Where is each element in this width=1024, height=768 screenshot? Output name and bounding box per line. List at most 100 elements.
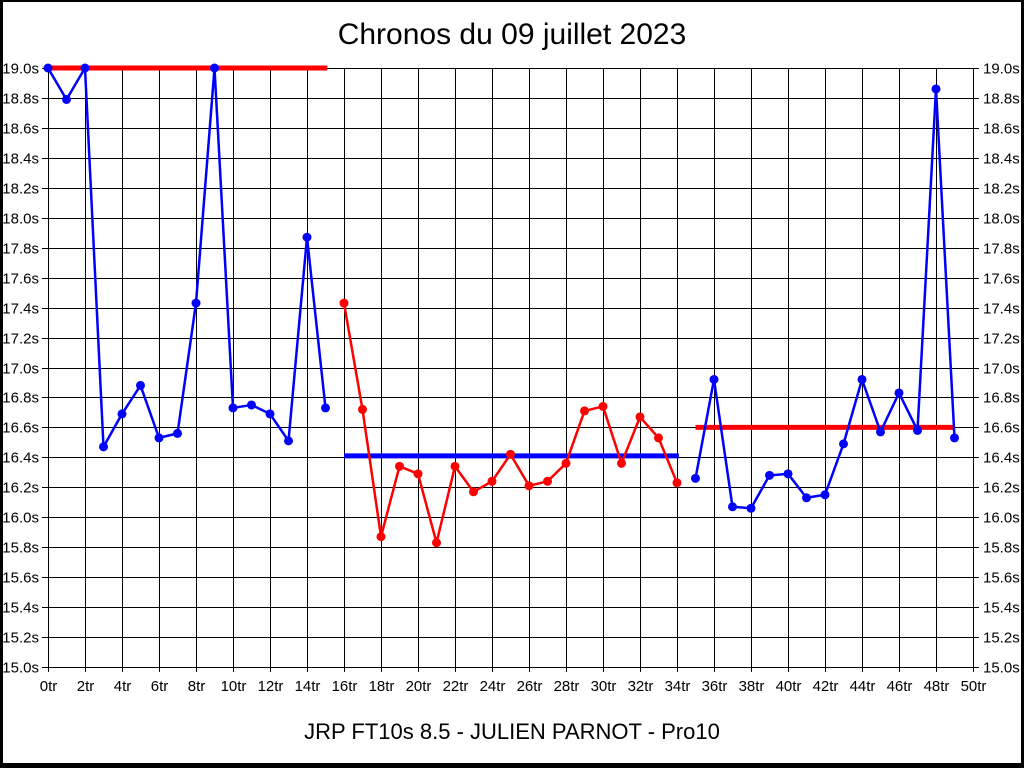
run-1-blue-data-point xyxy=(302,232,312,242)
run-2-red-data-point xyxy=(580,406,589,416)
plot-frame xyxy=(48,68,974,668)
y-tick-label-right: 18.8s xyxy=(983,91,1020,108)
run-2-red-data-point xyxy=(617,458,626,468)
run-3-blue-data-point xyxy=(691,473,700,483)
x-tick-label: 6tr xyxy=(151,678,169,695)
run-2-red-data-point xyxy=(672,478,682,488)
x-tick-label: 10tr xyxy=(221,678,247,695)
run-2-red-data-point xyxy=(339,298,349,308)
x-tick-label: 48tr xyxy=(924,678,950,695)
run-3-blue-data-point xyxy=(709,374,719,384)
x-tick-label: 20tr xyxy=(406,678,432,695)
y-tick-label-right: 15.2s xyxy=(983,630,1020,647)
x-tick-label: 18tr xyxy=(369,678,395,695)
y-tick-label-left: 18.8s xyxy=(2,91,39,108)
y-tick-label-right: 17.0s xyxy=(983,361,1020,378)
x-tick-label: 12tr xyxy=(258,678,284,695)
run-2-red-data-point xyxy=(524,481,534,491)
run-2-red-data-point xyxy=(413,469,423,479)
y-tick-label-right: 16.4s xyxy=(983,450,1020,467)
y-tick-label-left: 17.0s xyxy=(2,361,39,378)
run-3-blue-data-point xyxy=(894,388,904,398)
run-1-blue-data-point xyxy=(265,409,275,419)
run-1-blue-data-point xyxy=(284,436,293,446)
y-tick-label-right: 16.6s xyxy=(983,420,1020,437)
run-1-blue-data-point xyxy=(191,298,201,308)
x-tick-label: 44tr xyxy=(850,678,876,695)
run-3-blue-data-point xyxy=(783,469,793,479)
run-1-blue-data-point xyxy=(154,433,164,443)
run-1-blue-data-point xyxy=(136,380,145,390)
y-tick-label-right: 17.8s xyxy=(983,241,1020,258)
y-tick-label-right: 16.0s xyxy=(983,510,1020,527)
y-tick-label-right: 15.0s xyxy=(983,660,1020,677)
x-tick-label: 0tr xyxy=(40,678,58,695)
y-tick-label-left: 18.4s xyxy=(2,151,39,168)
y-tick-label-left: 16.0s xyxy=(2,510,39,527)
y-tick-label-right: 18.2s xyxy=(983,181,1020,198)
run-3-blue-data-point xyxy=(802,493,811,503)
y-tick-label-left: 18.0s xyxy=(2,211,39,228)
y-tick-label-left: 15.0s xyxy=(2,660,39,677)
x-tick-label: 8tr xyxy=(188,678,206,695)
run-3-blue-data-point xyxy=(820,490,830,500)
y-tick-label-right: 19.0s xyxy=(983,61,1020,78)
run-1-blue-data-point xyxy=(321,403,330,413)
y-tick-label-right: 17.2s xyxy=(983,331,1020,348)
run-3-blue-data-point xyxy=(765,470,774,480)
y-tick-label-left: 19.0s xyxy=(2,61,39,78)
y-tick-label-right: 18.4s xyxy=(983,151,1020,168)
run-1-blue-data-point xyxy=(228,403,238,413)
run-2-red-data-point xyxy=(395,461,404,471)
y-tick-label-right: 18.0s xyxy=(983,211,1020,228)
x-tick-label: 32tr xyxy=(628,678,654,695)
x-tick-label: 46tr xyxy=(887,678,913,695)
x-tick-label: 28tr xyxy=(554,678,580,695)
y-tick-label-left: 16.6s xyxy=(2,420,39,437)
run-2-red-data-point xyxy=(654,433,663,443)
y-tick-label-right: 15.4s xyxy=(983,600,1020,617)
axis-labels: 19.0s 19.0s 18.8s 18.8s 18.6s 18.6s 18.4s 18.4s… xyxy=(2,61,1019,696)
y-tick-label-right: 17.4s xyxy=(983,301,1020,318)
y-tick-label-left: 18.6s xyxy=(2,121,39,138)
y-tick-label-left: 16.2s xyxy=(2,480,39,497)
run-2-red-data-point xyxy=(450,461,460,471)
y-tick-label-right: 16.8s xyxy=(983,390,1020,407)
run-1-blue-data-point xyxy=(210,63,219,73)
run-2-red-data-point xyxy=(598,401,608,411)
run-3-blue-data-point xyxy=(746,503,756,513)
x-tick-label: 36tr xyxy=(702,678,728,695)
x-tick-label: 34tr xyxy=(665,678,691,695)
y-tick-label-left: 15.8s xyxy=(2,540,39,557)
run-2-red-data-point xyxy=(469,487,478,497)
run-2-red-data-point xyxy=(561,458,571,468)
run-2-red-line xyxy=(342,302,679,544)
run-1-blue-line xyxy=(46,66,327,449)
y-tick-label-left: 15.2s xyxy=(2,630,39,647)
y-tick-label-right: 15.6s xyxy=(983,570,1020,587)
x-tick-label: 22tr xyxy=(443,678,469,695)
x-tick-label: 50tr xyxy=(961,678,987,695)
run-2-red-data-point xyxy=(358,404,367,414)
run-3-blue-data-point xyxy=(839,439,848,449)
run-1-blue-data-point xyxy=(99,442,108,452)
run-2-red-data-point xyxy=(432,538,441,548)
y-tick-label-right: 15.8s xyxy=(983,540,1020,557)
run-2-red-data-point xyxy=(543,476,552,486)
x-tick-label: 26tr xyxy=(517,678,543,695)
x-tick-label: 30tr xyxy=(591,678,617,695)
x-tick-label: 40tr xyxy=(776,678,802,695)
x-tick-label: 38tr xyxy=(739,678,765,695)
run-1-blue-data-point xyxy=(62,94,71,104)
y-tick-label-left: 15.6s xyxy=(2,570,39,587)
run-1-blue-data-point xyxy=(80,63,90,73)
chart-caption: JRP FT10s 8.5 - JULIEN PARNOT - Pro10 xyxy=(304,719,720,744)
run-1-blue-data-point xyxy=(247,400,256,410)
y-tick-label-left: 17.6s xyxy=(2,271,39,288)
y-tick-label-left: 18.2s xyxy=(2,181,39,198)
run-2-red-data-point xyxy=(506,449,515,459)
y-tick-label-right: 18.6s xyxy=(983,121,1020,138)
run-2-red-data-point xyxy=(487,476,497,486)
